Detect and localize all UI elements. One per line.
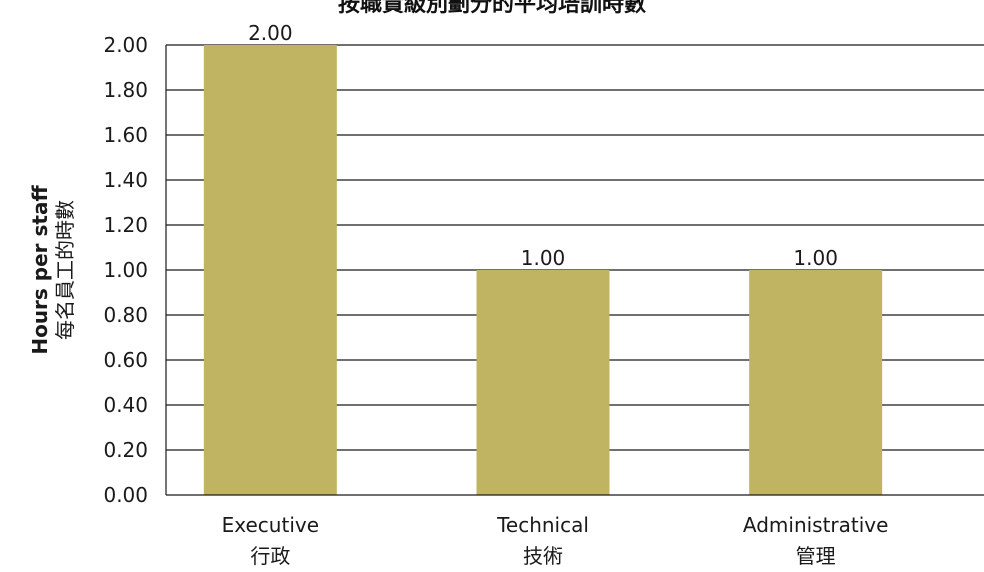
y-axis-title: Hours per staff 每名員工的時數 [28, 185, 77, 355]
y-tick-label: 1.00 [103, 258, 148, 282]
y-tick-label: 0.60 [103, 348, 148, 372]
bar-executive [203, 45, 337, 495]
y-axis-label-en: Hours per staff [28, 185, 52, 355]
y-tick-label: 1.60 [103, 123, 148, 147]
y-tick-label: 0.80 [103, 303, 148, 327]
x-category-label-en: Technical [496, 513, 589, 537]
y-tick-labels: 0.00 0.20 0.40 0.60 0.80 1.00 1.20 1.40 1.60 1.80… [103, 33, 148, 507]
x-category-label-zh: 技術 [523, 544, 563, 568]
chart-title: 按職責級別劃分的平均培訓時數 [337, 0, 646, 17]
x-category-label-zh: 管理 [796, 544, 836, 568]
data-label: 1.00 [521, 246, 566, 270]
y-tick-label: 1.20 [103, 213, 148, 237]
y-tick-label: 0.00 [103, 483, 148, 507]
bar-technical [476, 270, 610, 495]
data-labels: 2.00 1.00 1.00 [248, 21, 838, 270]
x-category-label-en: Executive [222, 513, 319, 537]
y-tick-label: 1.40 [103, 168, 148, 192]
axes [165, 45, 984, 496]
bar-administrative [749, 270, 883, 495]
y-axis-label-zh: 每名員工的時數 [53, 200, 77, 340]
data-label: 1.00 [793, 246, 838, 270]
x-category-labels: Executive 行政 Technical 技術 Administrative 管理 [222, 513, 889, 568]
y-tick-label: 1.80 [103, 78, 148, 102]
data-label: 2.00 [248, 21, 293, 45]
y-tick-label: 0.20 [103, 438, 148, 462]
x-category-label-en: Administrative [743, 513, 889, 537]
x-category-label-zh: 行政 [250, 544, 290, 568]
bars [203, 45, 883, 495]
y-tick-label: 0.40 [103, 393, 148, 417]
y-tick-label: 2.00 [103, 33, 148, 57]
